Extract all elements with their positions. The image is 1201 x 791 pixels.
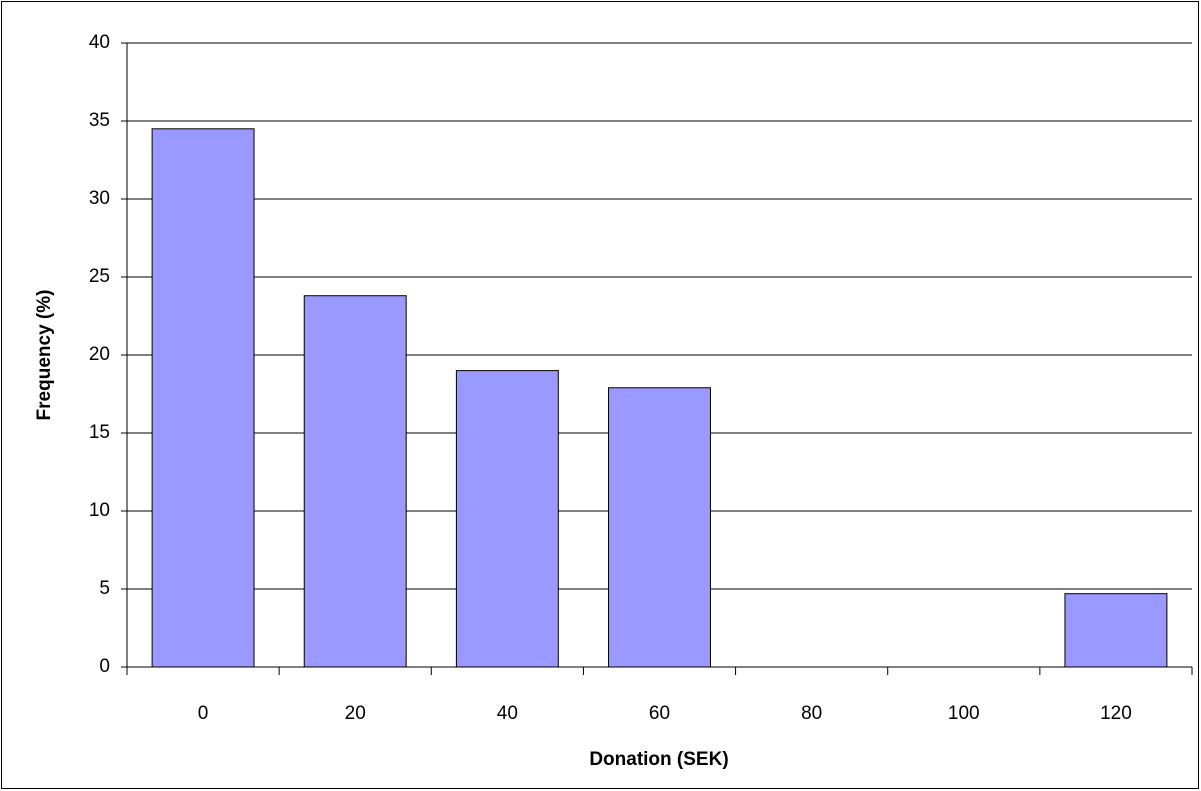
y-tick-label: 30 [89, 188, 110, 209]
x-tick-label: 100 [948, 703, 980, 724]
x-tick-label: 20 [345, 703, 366, 724]
y-tick-label: 35 [89, 110, 110, 131]
y-tick-label: 0 [99, 656, 110, 677]
x-tick-label: 80 [801, 703, 822, 724]
bar [151, 128, 255, 668]
y-tick-label: 40 [89, 32, 110, 53]
x-tick-label: 120 [1100, 703, 1132, 724]
bar [1064, 593, 1168, 668]
x-tick-label: 40 [497, 703, 518, 724]
y-tick-label: 20 [89, 344, 110, 365]
x-tick-label: 0 [198, 703, 209, 724]
x-axis-title: Donation (SEK) [589, 749, 728, 770]
y-tick-label: 25 [89, 266, 110, 287]
bar [455, 370, 559, 668]
bar [303, 295, 407, 668]
x-tick-label: 60 [649, 703, 670, 724]
y-tick-label: 10 [89, 500, 110, 521]
bar [608, 387, 711, 668]
y-tick-label: 15 [89, 422, 110, 443]
y-tick-label: 5 [99, 578, 110, 599]
y-axis-title: Frequency (%) [34, 290, 55, 421]
